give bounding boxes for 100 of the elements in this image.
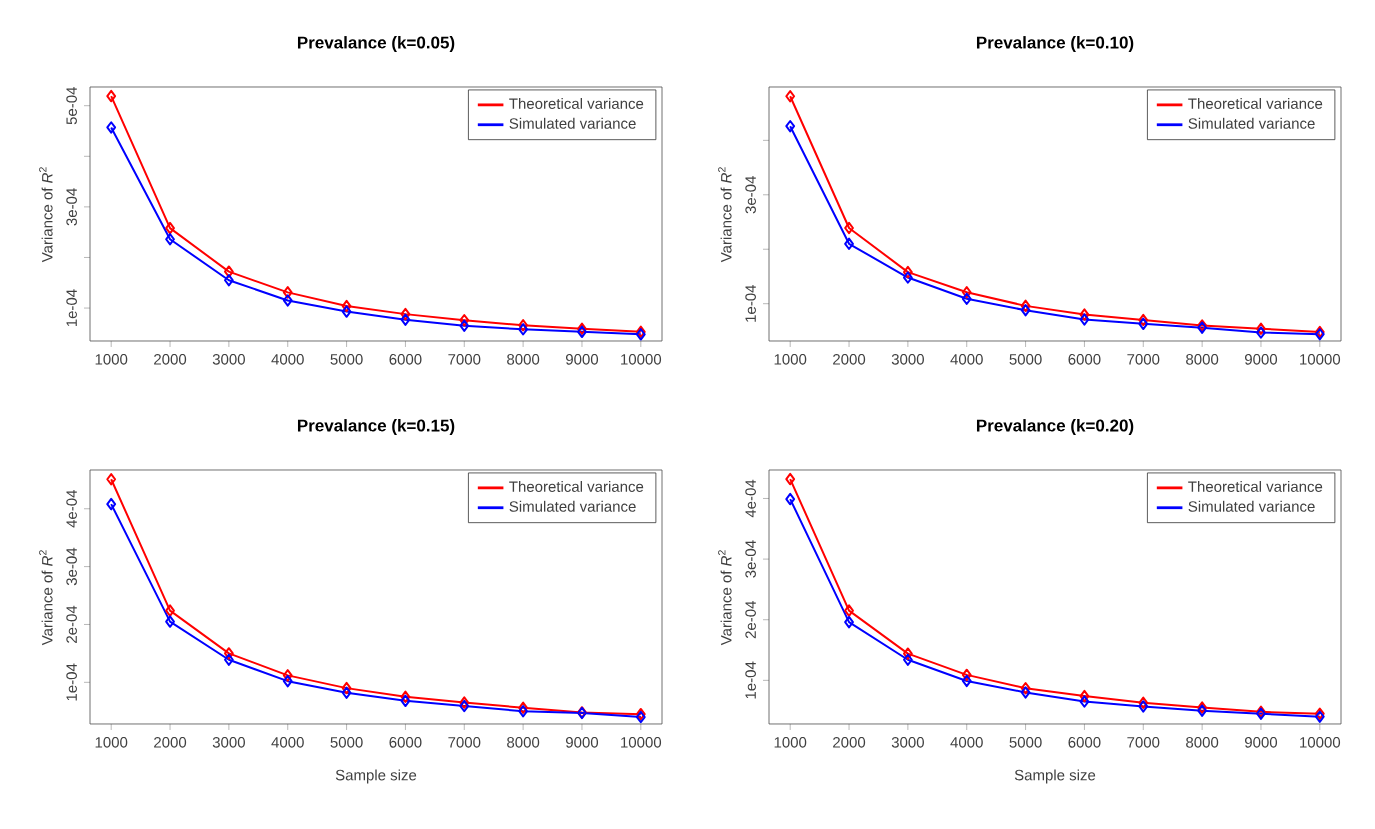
x-tick-label: 2000 <box>154 354 187 365</box>
point <box>577 322 587 335</box>
point <box>223 647 234 660</box>
point <box>282 286 293 299</box>
point <box>1079 313 1090 326</box>
x-tick-label: 3000 <box>891 354 924 365</box>
x-tick-label: 7000 <box>448 737 481 748</box>
x-tick-label: 9000 <box>565 354 599 365</box>
x-tick-label: 3000 <box>212 737 245 748</box>
point <box>1138 317 1149 331</box>
y-tick-label: 3e-04 <box>66 547 77 586</box>
x-tick-label: 5000 <box>1009 737 1042 748</box>
x-tick-label: 10000 <box>621 737 662 748</box>
point <box>1256 326 1266 339</box>
x-tick-label: 6000 <box>389 737 422 748</box>
y-tick-label: 3e-04 <box>745 176 756 214</box>
y-axis-title: Variance of R$^{2}$ <box>39 167 53 263</box>
point <box>961 292 972 305</box>
point <box>961 668 972 682</box>
point <box>844 221 854 235</box>
y-tick-label: 4e-04 <box>66 490 77 528</box>
x-tick-label: 6000 <box>1068 354 1101 365</box>
point <box>341 681 352 695</box>
x-tick-label: 7000 <box>1127 354 1160 365</box>
point <box>341 299 352 313</box>
point <box>106 89 117 103</box>
point <box>844 604 854 617</box>
legend-label: Theoretical variance <box>1188 480 1323 492</box>
point <box>902 647 913 660</box>
x-tick-label: 2000 <box>833 354 866 365</box>
x-tick-label: 2000 <box>154 737 187 748</box>
point <box>282 294 293 307</box>
y-tick-label: 3e-04 <box>66 188 77 226</box>
point <box>400 307 411 321</box>
x-tick-label: 9000 <box>1244 354 1278 365</box>
x-tick-label: 1000 <box>774 737 807 748</box>
x-tick-label: 9000 <box>565 737 599 748</box>
x-tick-label: 9000 <box>1244 737 1278 748</box>
x-tick-label: 8000 <box>1186 737 1219 748</box>
point <box>902 265 913 279</box>
x-tick-label: 2000 <box>833 737 866 748</box>
legend-label: Theoretical variance <box>509 480 644 492</box>
x-tick-label: 3000 <box>212 354 245 365</box>
point <box>518 705 529 718</box>
y-tick-label: 3e-04 <box>745 540 756 578</box>
point <box>165 233 175 246</box>
y-tick-label: 1e-04 <box>745 284 756 322</box>
point <box>459 319 470 332</box>
point <box>400 694 411 708</box>
y-tick-label: 1e-04 <box>66 289 77 327</box>
point <box>902 271 913 284</box>
point <box>223 265 234 278</box>
point <box>400 690 411 703</box>
x-axis-title: Sample size <box>1014 769 1096 784</box>
y-axis-title: Variance of R$^{2}$ <box>39 550 53 646</box>
x-tick-label: 10000 <box>1300 737 1341 748</box>
point <box>518 701 529 714</box>
point <box>1020 304 1031 317</box>
x-axis-title: Sample size <box>335 769 417 784</box>
y-axis-title: Variance of R$^{2}$ <box>718 550 732 646</box>
point <box>518 319 529 332</box>
y-tick-label: 2e-04 <box>745 600 756 639</box>
legend-label: Simulated variance <box>1188 500 1315 512</box>
point <box>282 674 293 688</box>
point <box>341 305 352 318</box>
point <box>106 473 117 486</box>
x-tick-label: 10000 <box>621 354 662 365</box>
point <box>577 325 587 339</box>
x-tick-label: 4000 <box>271 737 304 748</box>
point <box>785 472 796 486</box>
x-tick-label: 4000 <box>271 354 304 365</box>
chart-title: Prevalance (k=0.05) <box>297 36 455 52</box>
legend-label: Theoretical variance <box>1188 97 1323 109</box>
point <box>785 90 796 103</box>
chart-title: Prevalance (k=0.15) <box>297 419 455 435</box>
point <box>282 669 293 682</box>
x-tick-label: 5000 <box>330 737 363 748</box>
y-tick-label: 2e-04 <box>66 605 77 643</box>
point <box>1020 682 1031 695</box>
point <box>902 653 913 666</box>
x-tick-label: 7000 <box>1127 737 1160 748</box>
point <box>1256 322 1266 335</box>
x-tick-label: 4000 <box>950 737 983 748</box>
point <box>961 674 972 688</box>
point <box>1079 695 1090 708</box>
point <box>518 323 529 336</box>
point <box>844 237 854 250</box>
chart-title: Prevalance (k=0.20) <box>976 419 1134 435</box>
x-tick-label: 8000 <box>507 737 540 748</box>
point <box>165 604 175 617</box>
point <box>165 615 175 628</box>
x-tick-label: 6000 <box>389 354 422 365</box>
point <box>106 497 117 511</box>
y-tick-label: 5e-04 <box>66 86 77 125</box>
x-tick-label: 8000 <box>507 354 540 365</box>
point <box>785 492 796 506</box>
legend-label: Theoretical variance <box>509 97 644 109</box>
legend-label: Simulated variance <box>509 500 636 512</box>
point <box>1020 299 1031 313</box>
point <box>223 653 234 666</box>
